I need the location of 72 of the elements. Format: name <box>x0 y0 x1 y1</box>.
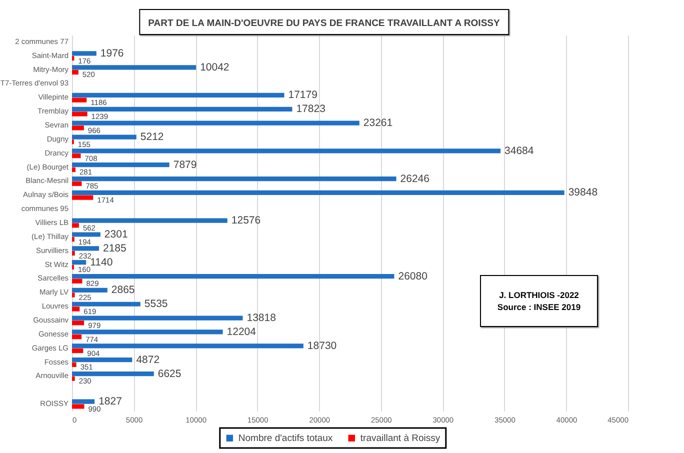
bar <box>72 404 84 409</box>
bar <box>72 65 196 70</box>
bar <box>72 148 501 154</box>
bar <box>72 260 86 265</box>
data-label: 13818 <box>246 312 276 324</box>
bar <box>72 246 99 251</box>
bar <box>72 250 75 256</box>
bar <box>72 320 84 326</box>
bar <box>72 70 78 75</box>
bar <box>72 190 564 196</box>
data-label: 2185 <box>102 242 127 254</box>
bar <box>72 218 228 223</box>
data-label: 5212 <box>140 131 164 144</box>
data-label: 18730 <box>307 340 337 352</box>
bar <box>72 274 394 279</box>
bar <box>72 126 84 130</box>
bar <box>72 288 108 293</box>
data-label: 10042 <box>200 61 230 74</box>
bar <box>72 302 140 306</box>
data-label: 12204 <box>226 326 256 338</box>
annotation: Source : INSEE 2019 <box>497 301 581 313</box>
data-label: 1827 <box>98 396 122 408</box>
bar <box>72 167 76 172</box>
data-label: 4872 <box>136 354 160 366</box>
bar <box>72 316 243 320</box>
title-frame: PART DE LA MAIN-D'OEUVRE DU PAYS DE FRANCE TRAVAILLANT A ROISSY <box>139 9 509 35</box>
data-label: 2865 <box>111 284 135 296</box>
data-label: 17823 <box>296 103 326 116</box>
bar <box>72 162 170 168</box>
data-label: 1976 <box>100 47 124 60</box>
bar <box>72 134 136 140</box>
chart-title: PART DE LA MAIN-D'OEUVRE DU PAYS DE FRANCE TRAVAILLANT A ROISSY <box>148 18 500 29</box>
bar <box>72 232 100 237</box>
bar <box>72 106 292 112</box>
bar <box>72 51 96 56</box>
bar <box>72 330 223 334</box>
bar <box>72 153 81 158</box>
bar <box>72 334 82 340</box>
legend-label: Nombre d'actifs totaux <box>238 433 333 444</box>
bar <box>72 98 87 102</box>
data-label: 26080 <box>398 270 428 282</box>
bar <box>72 371 154 376</box>
data-label: 7879 <box>173 158 197 171</box>
bar <box>72 278 82 284</box>
bar <box>72 223 79 228</box>
data-label: 17179 <box>288 89 318 102</box>
bar <box>72 376 75 381</box>
bar <box>72 306 80 312</box>
bar <box>72 176 396 182</box>
data-label: 2301 <box>104 228 128 240</box>
data-label: 12576 <box>231 214 261 227</box>
data-label: 5535 <box>144 298 168 310</box>
annotation: J. LORTHIOIS -2022 <box>499 289 579 301</box>
bar <box>72 292 75 298</box>
legend-label: travaillant à Roissy <box>360 433 440 444</box>
bar <box>72 120 360 126</box>
note-frame: J. LORTHIOIS -2022 Source : INSEE 2019 <box>480 275 598 327</box>
data-label: 26246 <box>400 172 430 185</box>
data-label: 23261 <box>363 117 393 130</box>
bar <box>72 181 82 186</box>
bar <box>72 344 304 348</box>
bar <box>72 399 95 404</box>
data-label: 39848 <box>568 186 598 199</box>
bar <box>72 362 76 367</box>
bar <box>72 348 84 354</box>
bar <box>72 195 94 200</box>
bar <box>72 358 132 362</box>
data-label: 6625 <box>158 368 182 380</box>
bar <box>72 92 284 98</box>
data-label: 1140 <box>90 256 113 268</box>
data-label: 34684 <box>504 144 534 157</box>
bar <box>72 112 88 116</box>
